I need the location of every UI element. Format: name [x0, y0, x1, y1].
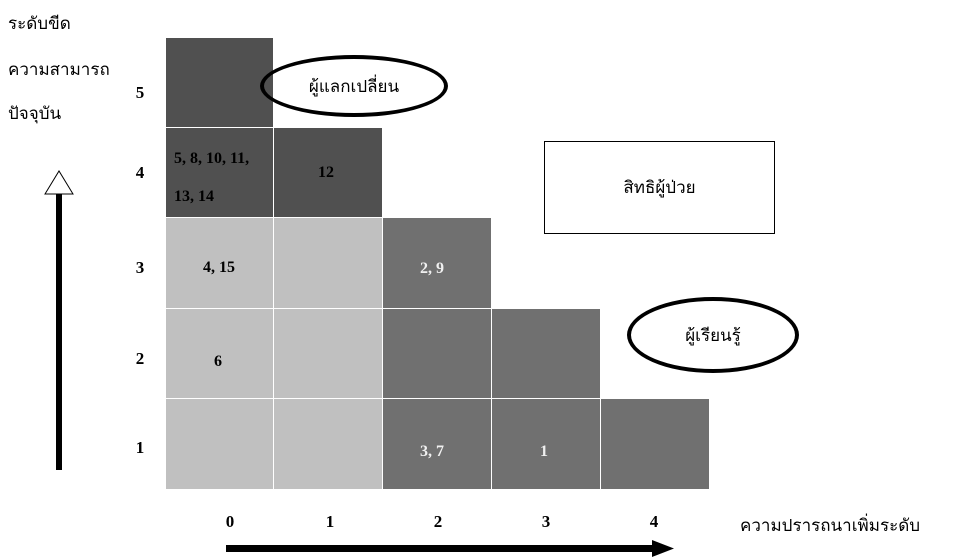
x-tick-0: 0: [225, 512, 235, 531]
x-tick-1: 1: [325, 512, 335, 531]
region-exchanger-label: ผู้แลกเปลี่ยน: [308, 76, 400, 96]
x-axis-title: ความปรารถนาเพิ่มระดับ: [740, 516, 921, 535]
cell-label-1-4: 12: [318, 164, 334, 181]
cell-2-2: [382, 308, 492, 399]
cell-2-1: [382, 398, 492, 490]
cell-2-3: [382, 217, 492, 309]
cell-0-1: [165, 398, 274, 490]
y-tick-3: 3: [135, 258, 145, 277]
y-axis-title-line2: ความสามารถ: [8, 60, 110, 79]
cell-1-2: [273, 308, 383, 399]
y-axis-arrow: [44, 170, 74, 470]
x-tick-3: 3: [541, 512, 551, 531]
region-learner-ellipse: ผู้เรียนรู้: [627, 297, 799, 373]
region-learner-label: ผู้เรียนรู้: [685, 325, 741, 345]
region-exchanger-ellipse: ผู้แลกเปลี่ยน: [260, 55, 448, 117]
cell-label-0-2: 6: [214, 353, 222, 370]
y-tick-1: 1: [135, 438, 145, 457]
cell-label-2-3: 2, 9: [420, 260, 444, 277]
y-tick-5: 5: [135, 83, 145, 102]
x-tick-4: 4: [649, 512, 659, 531]
cell-1-1: [273, 398, 383, 490]
cell-label-0-4-line2: 13, 14: [174, 188, 214, 205]
cell-3-1: [491, 398, 601, 490]
x-axis-arrow: [226, 540, 674, 557]
cell-0-2: [165, 308, 274, 399]
cell-label-2-1: 3, 7: [420, 443, 444, 460]
cell-4-1: [600, 398, 710, 490]
y-axis-title-line3: ปัจจุบัน: [8, 104, 62, 123]
cell-label-3-1: 1: [540, 443, 548, 460]
cell-0-5: [165, 37, 274, 128]
y-tick-4: 4: [135, 163, 145, 182]
cell-label-0-4-line1: 5, 8, 10, 11,: [174, 150, 250, 167]
region-patient-rights-box: สิทธิผู้ป่วย: [544, 141, 775, 234]
cell-label-0-3: 4, 15: [203, 259, 235, 276]
cell-1-3: [273, 217, 383, 309]
y-tick-2: 2: [135, 349, 145, 368]
cell-1-4: [273, 127, 383, 218]
x-tick-2: 2: [433, 512, 443, 531]
y-axis-title-line1: ระดับขีด: [8, 14, 71, 33]
region-patient-rights-label: สิทธิผู้ป่วย: [623, 178, 696, 197]
cell-3-2: [491, 308, 601, 399]
cell-0-4: [165, 127, 274, 218]
